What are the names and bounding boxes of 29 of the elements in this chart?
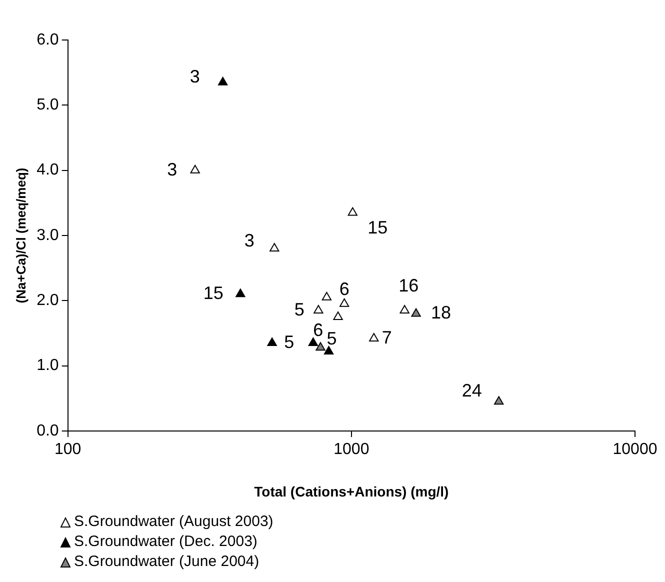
annotation: 24	[462, 380, 482, 401]
x-axis-title: Total (Cations+Anions) (mg/l)	[254, 483, 449, 500]
y-tick-label: 2.0	[36, 292, 59, 310]
x-tick-label: 100	[54, 441, 82, 458]
annotation: 16	[398, 275, 419, 296]
annotation: 3	[244, 230, 254, 250]
y-tick-label: 4.0	[36, 162, 59, 179]
y-tick-label: 5.0	[36, 96, 59, 114]
annotation: 18	[431, 302, 452, 323]
annotation: 3	[167, 159, 178, 180]
annotation: 5	[294, 299, 304, 320]
legend-label: S.Groundwater (August 2003)	[74, 512, 274, 532]
y-tick-label: 1.0	[36, 357, 59, 374]
y-tick-label: 3.0	[36, 226, 59, 244]
annotation: 6	[339, 278, 350, 299]
annotation: 7	[382, 327, 392, 348]
annotation: 5	[326, 328, 337, 348]
annotation: 3	[190, 66, 200, 86]
legend-label: S.Groundwater (Dec. 2003)	[74, 532, 258, 552]
annotation: 15	[368, 218, 388, 238]
y-tick-label: 0.0	[36, 422, 59, 440]
y-axis-title: (Na+Ca)/Cl (meq/meq)	[13, 168, 28, 304]
x-tick-label: 1000	[334, 441, 370, 458]
annotation: 5	[284, 332, 294, 352]
annotation: 6	[313, 320, 324, 340]
annotation: 15	[203, 283, 224, 304]
y-tick-label: 6.0	[36, 31, 59, 48]
x-tick-label: 10000	[612, 441, 658, 458]
legend-label: S.Groundwater (June 2004)	[74, 552, 260, 572]
